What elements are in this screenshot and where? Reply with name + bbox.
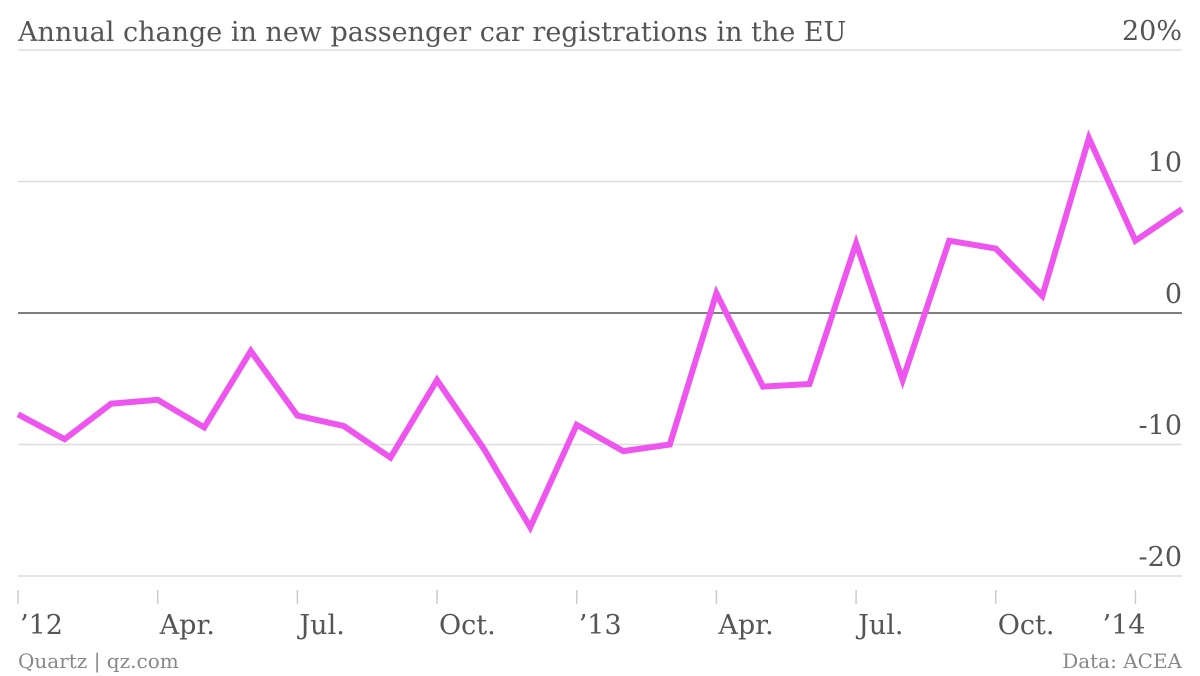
series-line [16, 129, 1184, 534]
x-tick-label: ’14 [1102, 610, 1145, 641]
y-tick-label: 10 [1148, 148, 1182, 179]
y-axis-tick-labels: 20% 10 0 -10 -20 [1122, 16, 1182, 573]
x-axis-ticks: ’12 Apr. Jul. Oct. ’13 Apr. Jul. Oct. ’14 [17, 590, 1145, 641]
y-tick-label: -10 [1139, 411, 1182, 442]
x-tick-label: Jul. [296, 610, 344, 641]
x-tick-label: Jul. [855, 610, 903, 641]
y-tick-label: 20% [1122, 16, 1182, 47]
gridlines [18, 49, 1182, 577]
y-tick-label: -20 [1139, 542, 1182, 573]
x-tick-label: Apr. [159, 610, 215, 641]
x-tick-label: Apr. [717, 610, 773, 641]
x-tick-label: Oct. [998, 610, 1055, 641]
y-tick-label: 0 [1165, 279, 1182, 310]
x-tick-label: ’12 [20, 610, 63, 641]
x-tick-label: ’13 [579, 610, 622, 641]
data-source: Data: ACEA [1062, 649, 1182, 673]
source-credit: Quartz | qz.com [18, 649, 179, 674]
series-line-layer [16, 129, 1184, 534]
x-tick-label: Oct. [439, 610, 496, 641]
chart-title: Annual change in new passenger car regis… [17, 17, 846, 48]
